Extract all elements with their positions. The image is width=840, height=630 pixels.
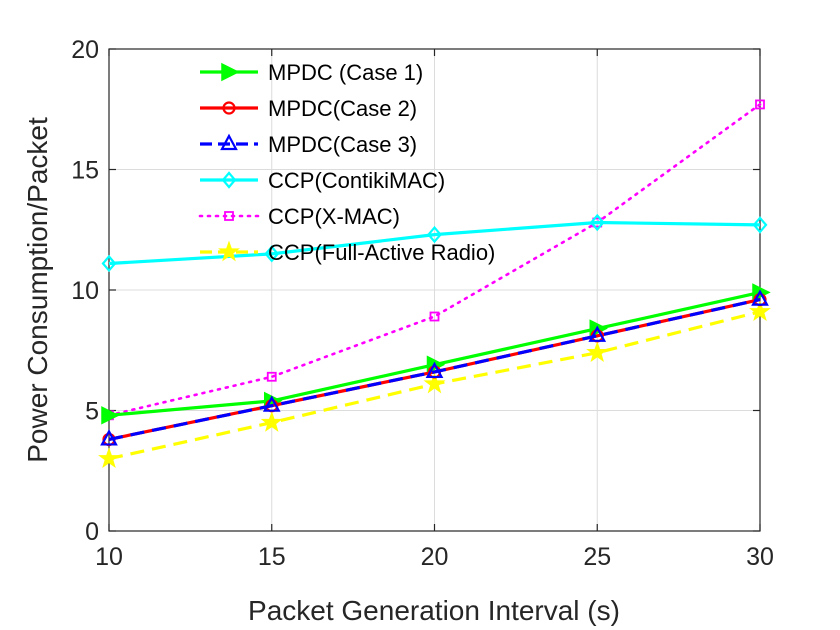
legend-marker (220, 133, 238, 151)
legend-label: CCP(ContikiMAC) (268, 168, 445, 193)
legend-entry: MPDC(Case 3) (200, 132, 417, 157)
legend-entry: CCP(ContikiMAC) (200, 168, 445, 193)
data-point (429, 311, 440, 322)
data-point (423, 372, 446, 394)
series-6 (98, 300, 771, 469)
data-point (586, 341, 609, 363)
series-line (108, 298, 761, 441)
legend-label: MPDC(Case 3) (268, 132, 417, 157)
data-point (260, 411, 283, 432)
legend-marker (221, 171, 237, 189)
series-layer (98, 99, 771, 469)
data-point (427, 225, 442, 244)
y-axis-title: Power Consumption/Packet (22, 117, 53, 463)
data-point (752, 216, 768, 234)
y-tick-label: 0 (85, 518, 99, 546)
data-point (751, 289, 769, 306)
data-point (262, 395, 281, 412)
data-point (588, 325, 607, 342)
y-tick-label: 20 (71, 36, 99, 64)
legend-label: MPDC (Case 1) (268, 60, 423, 85)
legend-entry: MPDC (Case 1) (200, 60, 423, 85)
data-point (100, 429, 118, 446)
x-tick-label: 15 (258, 543, 286, 571)
data-point (425, 361, 444, 379)
series-4 (101, 213, 768, 273)
legend: MPDC (Case 1) MPDC(Case 2) MPDC(Case 3) CCP… (198, 60, 495, 265)
legend-entry: CCP(X-MAC) (198, 204, 400, 229)
y-tick-label: 15 (71, 157, 99, 185)
data-point (101, 406, 120, 425)
data-point (589, 213, 605, 232)
legend-label: MPDC(Case 2) (268, 96, 417, 121)
legend-marker (218, 240, 240, 262)
x-tick-label: 25 (583, 543, 611, 571)
legend-marker (224, 211, 234, 221)
series-line (107, 103, 762, 417)
y-tick-label: 5 (85, 398, 99, 426)
data-point (749, 300, 771, 322)
data-point (266, 371, 277, 382)
legend-entry: MPDC(Case 2) (200, 96, 417, 121)
data-point (101, 254, 117, 273)
y-tick-label: 10 (71, 277, 99, 305)
y-axis-ticks: 0 5 10 15 20 (71, 36, 760, 546)
grid-lines (109, 49, 760, 531)
legend-label: CCP(X-MAC) (268, 204, 400, 229)
data-point (755, 99, 765, 110)
legend-marker (221, 62, 240, 82)
legend-entry: CCP(Full-Active Radio) (200, 240, 495, 265)
data-point (264, 245, 280, 263)
legend-marker (222, 101, 236, 115)
x-tick-label: 30 (746, 543, 774, 571)
data-point (98, 447, 120, 469)
legend-label: CCP(Full-Active Radio) (268, 240, 495, 265)
x-tick-label: 10 (95, 543, 123, 571)
x-axis-title: Packet Generation Interval (s) (248, 595, 620, 626)
series-line (108, 220, 761, 266)
series-3 (100, 289, 769, 446)
x-tick-label: 20 (421, 543, 449, 571)
x-axis-ticks: 10 15 20 25 30 (95, 49, 774, 571)
